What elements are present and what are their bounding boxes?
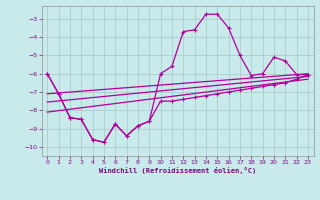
- X-axis label: Windchill (Refroidissement éolien,°C): Windchill (Refroidissement éolien,°C): [99, 167, 256, 174]
